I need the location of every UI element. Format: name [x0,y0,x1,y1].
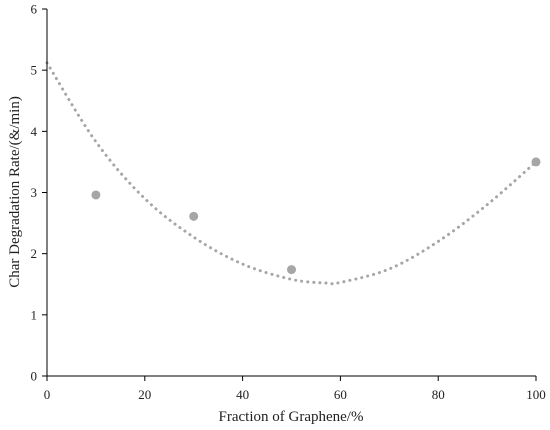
trend-line [45,61,538,286]
y-tick-label: 5 [31,63,38,78]
x-tick-label: 40 [236,387,249,402]
y-tick-label: 6 [31,2,38,17]
x-tick-label: 100 [526,387,546,402]
y-tick-label: 1 [31,307,38,322]
y-tick-label: 3 [31,185,38,200]
y-tick-label: 4 [31,124,38,139]
x-axis-title: Fraction of Graphene/% [219,409,364,425]
data-point [91,190,101,200]
y-axis-title: Char Degradation Rate/(&/min) [7,96,23,288]
plot-area [45,61,541,286]
x-tick-label: 60 [334,387,347,402]
data-point [287,265,296,275]
x-tick-label: 20 [138,387,151,402]
y-tick-label: 2 [31,246,38,261]
data-point [531,157,541,167]
x-tick-label: 0 [44,387,51,402]
data-point [189,211,199,221]
y-tick-label: 0 [31,369,38,384]
x-tick-label: 80 [432,387,445,402]
